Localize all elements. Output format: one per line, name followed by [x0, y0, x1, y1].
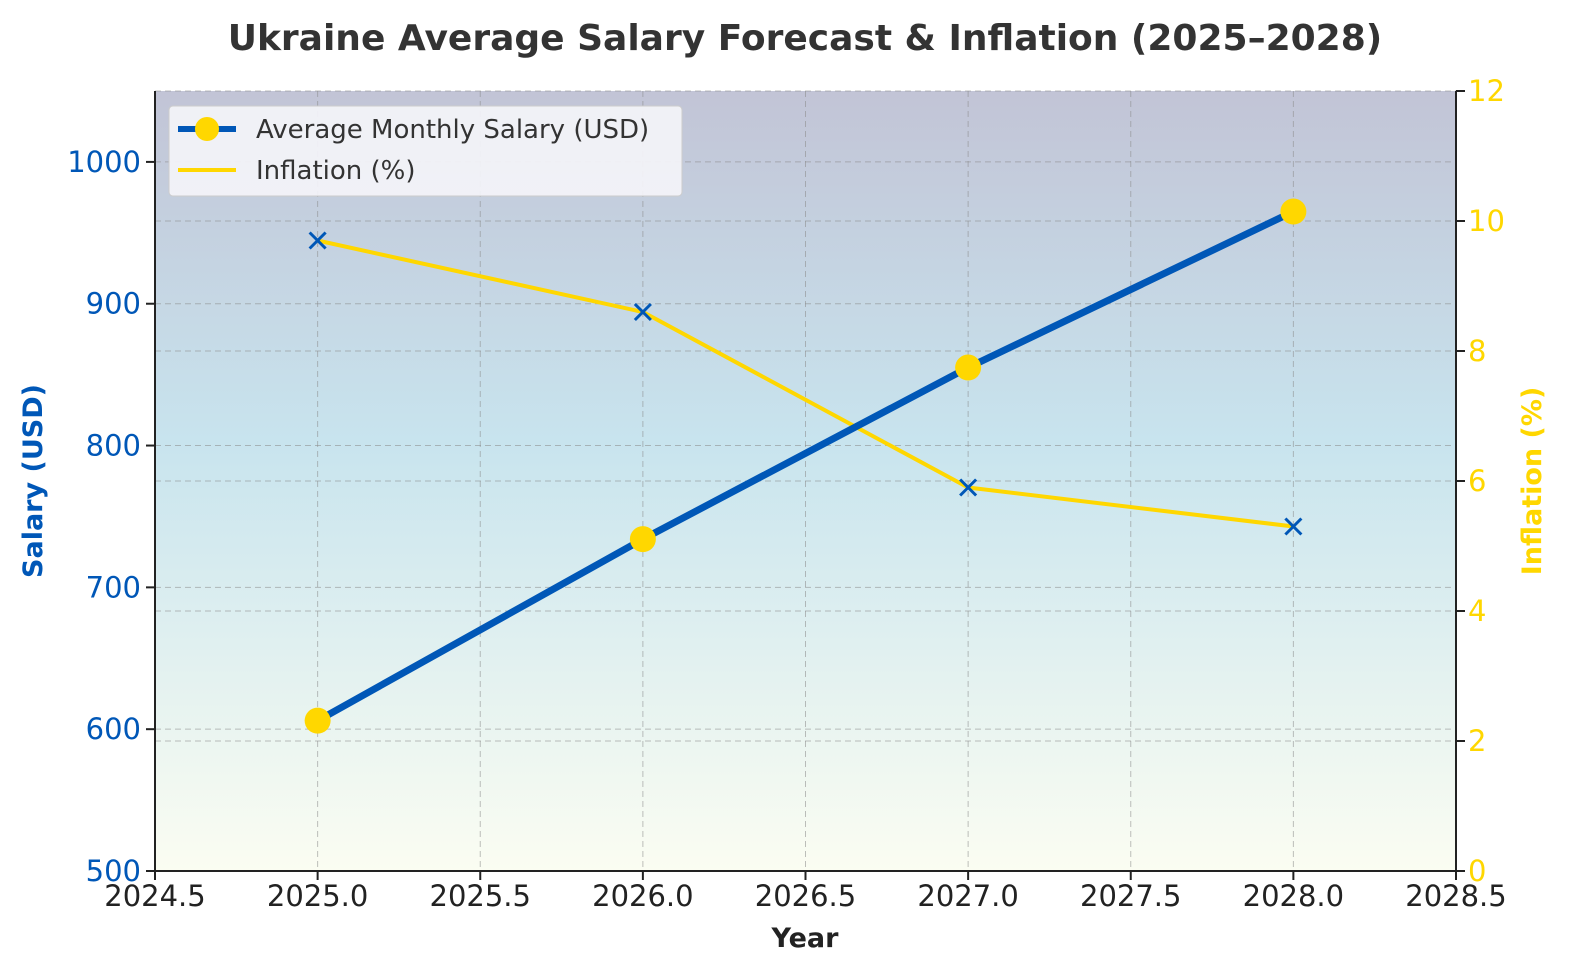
x-tick-label-1: 2025.0 — [267, 879, 368, 913]
series-layer — [304, 198, 1307, 734]
y-right-tick-label-4: 8 — [1468, 334, 1486, 368]
data-point-salary-2026 — [629, 526, 656, 553]
legend: Average Monthly Salary (USD) Inflation (… — [168, 105, 683, 197]
x-tick-label-2: 2025.5 — [430, 879, 531, 913]
x-tick-label-5: 2027.0 — [917, 879, 1018, 913]
y-axis-label-right: Inflation (%) — [1517, 387, 1548, 576]
data-point-salary-2028 — [1280, 198, 1307, 225]
y-right-tick-label-2: 4 — [1468, 594, 1486, 628]
series-line-inflation — [317, 238, 1294, 529]
x-marker-stroke-b — [308, 231, 327, 250]
legend-swatch-salary-marker — [195, 117, 219, 141]
y-left-tick-label-4: 900 — [86, 287, 141, 321]
y-left-tick-label-1: 600 — [86, 712, 141, 746]
x-tick-label-6: 2027.5 — [1080, 879, 1181, 913]
data-point-inflation-2025 — [308, 231, 327, 250]
x-marker-stroke-b — [633, 302, 652, 322]
x-tick-label-3: 2026.0 — [592, 879, 693, 913]
data-point-inflation-2027 — [959, 478, 978, 497]
legend-entry-inflation: Inflation (%) — [256, 156, 416, 186]
y-right-tick-label-0: 0 — [1468, 854, 1486, 888]
x-tick-label-8: 2028.5 — [1405, 879, 1506, 913]
y-right-tick-label-1: 2 — [1468, 724, 1486, 758]
tick-labels: 2024.5 2025.0 2025.5 2026.0 2026.5 2027.0 2027… — [67, 74, 1507, 913]
x-axis-label: Year — [771, 923, 840, 954]
data-point-inflation-2028 — [1284, 517, 1303, 536]
x-tick-label-7: 2028.0 — [1243, 879, 1344, 913]
x-marker-stroke-b — [959, 478, 978, 497]
data-point-inflation-2026 — [633, 302, 652, 322]
y-left-tick-label-3: 800 — [86, 429, 141, 463]
legend-entry-salary: Average Monthly Salary (USD) — [256, 115, 649, 145]
series-line-salary — [314, 208, 1297, 725]
x-tick-label-0: 2024.5 — [104, 879, 205, 913]
y-left-tick-label-0: 500 — [86, 854, 141, 888]
y-right-tick-label-3: 6 — [1468, 464, 1486, 498]
data-point-salary-2027 — [955, 354, 982, 381]
axes — [146, 90, 1465, 880]
x-marker-stroke-b — [1284, 517, 1303, 536]
legend-box — [168, 105, 683, 197]
y-left-tick-label-5: 1000 — [67, 145, 141, 179]
data-point-salary-2025 — [304, 707, 331, 734]
x-tick-label-4: 2026.5 — [755, 879, 856, 913]
y-right-tick-label-6: 12 — [1468, 74, 1505, 108]
y-left-tick-label-2: 700 — [86, 570, 141, 604]
y-axis-label-left: Salary (USD) — [18, 384, 49, 578]
y-right-tick-label-5: 10 — [1468, 204, 1505, 238]
chart-title: Ukraine Average Salary Forecast & Inflat… — [228, 18, 1382, 59]
